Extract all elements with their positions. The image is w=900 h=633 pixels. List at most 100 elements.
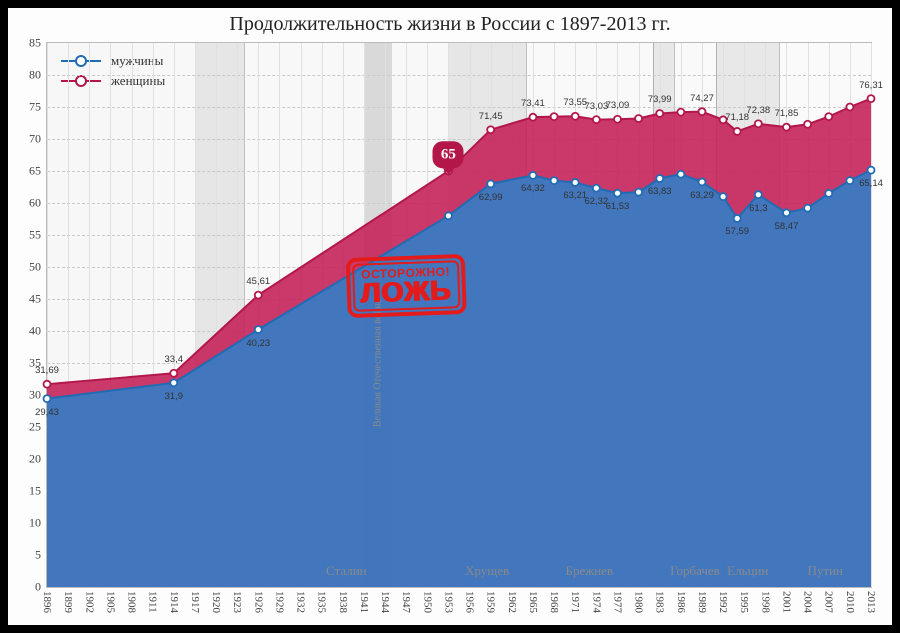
data-marker [868,167,875,174]
x-tick-label: 1980 [633,587,645,613]
callout-bubble: 65 [433,141,464,168]
data-label: 61,53 [606,201,630,212]
y-tick-label: 65 [29,164,47,179]
data-label: 57,59 [725,226,749,237]
x-tick-label: 1971 [569,587,581,613]
era-label: Хрущев [465,563,509,579]
x-tick-label: 2007 [823,587,835,613]
x-tick-label: 1956 [464,587,476,613]
era-label: Ельцин [727,563,768,579]
data-marker [635,189,642,196]
x-tick-label: 1926 [252,587,264,613]
x-tick-label: 1905 [104,587,116,613]
data-label: 71,85 [775,108,799,119]
data-marker [170,370,177,377]
data-label: 31,69 [35,365,59,376]
era-label: Сталин [326,563,367,579]
x-tick-label: 1914 [168,587,180,613]
data-marker [529,114,536,121]
data-marker [593,185,600,192]
data-label: 73,99 [648,94,672,105]
data-marker [445,212,452,219]
data-marker [635,115,642,122]
x-tick-label: 1923 [231,587,243,613]
data-marker [614,116,621,123]
y-tick-label: 55 [29,228,47,243]
data-label: 29,43 [35,407,59,418]
ww2-label: Великая Отечественная война [373,299,384,427]
x-tick-label: 1983 [654,587,666,613]
y-tick-label: 20 [29,452,47,467]
y-tick-label: 75 [29,100,47,115]
data-marker [656,175,663,182]
y-tick-label: 40 [29,324,47,339]
data-marker [825,113,832,120]
x-tick-label: 1911 [147,587,159,613]
x-tick-label: 1917 [189,587,201,613]
y-tick-label: 10 [29,516,47,531]
data-label: 65,14 [859,178,883,189]
data-marker [572,113,579,120]
x-tick-label: 1920 [210,587,222,613]
data-marker [656,110,663,117]
x-tick-label: 1992 [717,587,729,613]
x-tick-label: 1998 [759,587,771,613]
data-label: 58,47 [775,221,799,232]
y-tick-label: 15 [29,484,47,499]
x-tick-label: 1938 [337,587,349,613]
data-label: 72,38 [746,105,770,116]
y-tick-label: 80 [29,68,47,83]
data-label: 73,09 [606,100,630,111]
y-tick-label: 25 [29,420,47,435]
x-tick-label: 1953 [442,587,454,613]
chart-title: Продолжительность жизни в России с 1897-… [8,13,892,36]
data-marker [755,120,762,127]
gridline [871,43,872,587]
data-marker [698,178,705,185]
era-label: Путин [807,563,842,579]
y-tick-label: 45 [29,292,47,307]
y-tick-label: 30 [29,388,47,403]
data-marker [614,190,621,197]
y-tick-label: 85 [29,36,47,51]
data-marker [734,128,741,135]
x-tick-label: 1986 [675,587,687,613]
data-label: 76,31 [859,80,883,91]
x-tick-label: 1950 [421,587,433,613]
data-label: 45,61 [246,276,270,287]
data-marker [593,116,600,123]
data-label: 74,27 [690,93,714,104]
x-tick-label: 2001 [780,587,792,613]
plot-area: мужчины женщины СталинХрущевБрежневГорба… [46,42,872,588]
x-tick-label: 1995 [738,587,750,613]
data-label: 33,4 [165,354,184,365]
data-marker [255,326,262,333]
data-marker [783,124,790,131]
x-tick-label: 1902 [83,587,95,613]
data-label: 61,3 [749,203,768,214]
x-tick-label: 1929 [273,587,285,613]
x-tick-label: 1968 [548,587,560,613]
x-tick-label: 1941 [358,587,370,613]
data-marker [170,379,177,386]
x-tick-label: 1932 [295,587,307,613]
y-tick-label: 50 [29,260,47,275]
data-marker [720,193,727,200]
y-tick-label: 60 [29,196,47,211]
data-marker [846,104,853,111]
x-tick-label: 1908 [126,587,138,613]
data-marker [255,292,262,299]
data-label: 63,29 [690,190,714,201]
x-tick-label: 1962 [506,587,518,613]
x-tick-label: 2013 [865,587,877,613]
data-marker [572,179,579,186]
data-label: 40,23 [246,338,270,349]
data-marker [804,205,811,212]
x-tick-label: 1896 [41,587,53,613]
x-tick-label: 2010 [844,587,856,613]
x-tick-label: 1947 [400,587,412,613]
data-label: 73,41 [521,98,545,109]
x-tick-label: 1899 [62,587,74,613]
x-tick-label: 1965 [527,587,539,613]
data-marker [487,180,494,187]
